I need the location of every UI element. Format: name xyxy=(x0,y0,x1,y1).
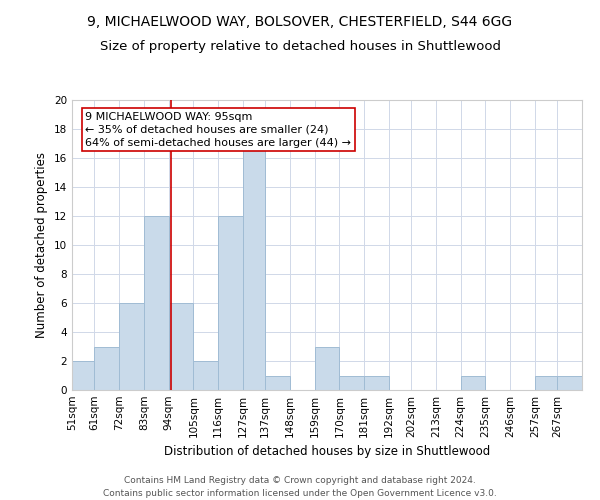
Bar xyxy=(94,346,119,390)
Bar xyxy=(535,376,557,390)
Bar xyxy=(169,303,193,390)
Text: Size of property relative to detached houses in Shuttlewood: Size of property relative to detached ho… xyxy=(100,40,500,53)
Bar xyxy=(218,216,243,390)
Bar xyxy=(119,303,144,390)
Bar xyxy=(243,144,265,390)
Bar xyxy=(557,376,582,390)
X-axis label: Distribution of detached houses by size in Shuttlewood: Distribution of detached houses by size … xyxy=(164,446,490,458)
Bar xyxy=(340,376,364,390)
Y-axis label: Number of detached properties: Number of detached properties xyxy=(35,152,49,338)
Bar xyxy=(144,216,169,390)
Text: 9, MICHAELWOOD WAY, BOLSOVER, CHESTERFIELD, S44 6GG: 9, MICHAELWOOD WAY, BOLSOVER, CHESTERFIE… xyxy=(88,15,512,29)
Text: 9 MICHAELWOOD WAY: 95sqm
← 35% of detached houses are smaller (24)
64% of semi-d: 9 MICHAELWOOD WAY: 95sqm ← 35% of detach… xyxy=(85,112,352,148)
Bar xyxy=(461,376,485,390)
Bar xyxy=(72,361,94,390)
Bar xyxy=(364,376,389,390)
Bar xyxy=(265,376,290,390)
Text: Contains HM Land Registry data © Crown copyright and database right 2024.
Contai: Contains HM Land Registry data © Crown c… xyxy=(103,476,497,498)
Bar xyxy=(193,361,218,390)
Bar xyxy=(314,346,340,390)
